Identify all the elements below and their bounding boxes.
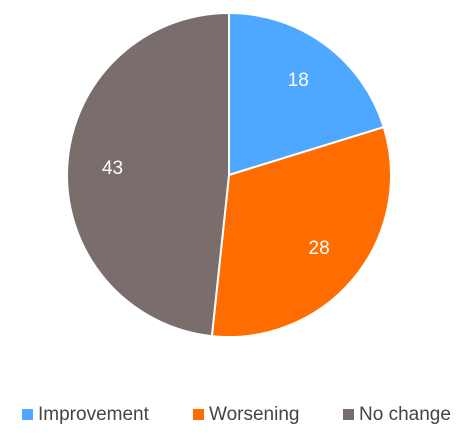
legend-label: Worsening	[209, 404, 299, 425]
pie-slice	[228, 11, 386, 177]
legend-swatch	[193, 409, 204, 420]
legend-swatch	[22, 409, 33, 420]
legend-swatch	[343, 409, 354, 420]
pie-slice	[66, 11, 230, 338]
pie-slice	[210, 125, 392, 338]
legend-label: No change	[359, 404, 451, 425]
data-label: 28	[309, 238, 330, 259]
data-label: 43	[102, 158, 123, 179]
data-label: 18	[288, 70, 309, 91]
legend-label: Improvement	[38, 404, 150, 425]
